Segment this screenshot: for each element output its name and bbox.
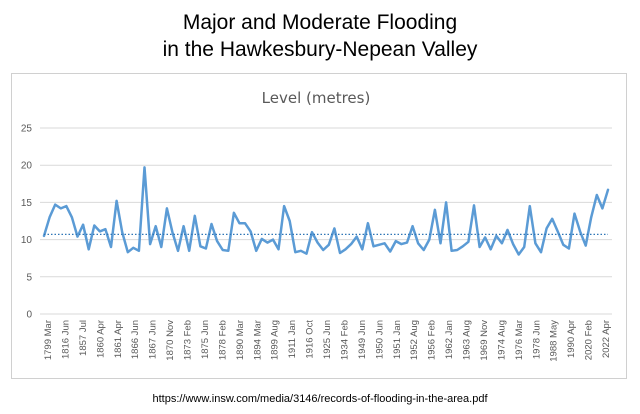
chart-title: Level (metres) xyxy=(262,89,371,107)
y-tick-label: 20 xyxy=(21,161,33,172)
chart-area: Level (metres) 0 5 10 15 20 25 1799 Mar 1816 Jun… xyxy=(11,73,627,379)
x-tick-label: 1857 Jul xyxy=(78,320,89,356)
x-tick-label: 1867 Jun xyxy=(148,320,159,359)
chart-heading-line-1: Major and Moderate Flooding xyxy=(182,11,458,34)
x-tick-label: 1950 Jun xyxy=(374,320,385,359)
y-tick-label: 0 xyxy=(26,310,32,321)
x-tick-label: 1873 Feb xyxy=(183,320,194,360)
x-tick-label: 1866 Jun xyxy=(130,320,141,359)
x-tick-label: 1974 Aug xyxy=(496,320,507,360)
x-tick-label: 1861 Apr xyxy=(113,320,124,358)
x-tick-label: 1963 Aug xyxy=(462,320,473,360)
source-url: https://www.insw.com/media/3146/records-… xyxy=(152,393,488,405)
y-tick-label: 15 xyxy=(21,198,33,209)
x-tick-label: 1949 Jun xyxy=(357,320,368,359)
x-tick-label: 1911 Jan xyxy=(287,320,298,358)
x-tick-label: 1934 Feb xyxy=(339,320,350,360)
x-tick-label: 2022 Apr xyxy=(601,320,612,358)
x-tick-label: 1952 Aug xyxy=(409,320,420,360)
line-chart: Level (metres) 0 5 10 15 20 25 1799 Mar 1816 Jun… xyxy=(21,89,612,362)
x-tick-label: 1988 May xyxy=(549,320,560,362)
x-tick-label: 1860 Apr xyxy=(95,320,106,358)
y-tick-label: 10 xyxy=(21,235,33,246)
x-tick-label: 1925 Jun xyxy=(322,320,333,359)
chart-heading-line-2: in the Hawkesbury-Nepean Valley xyxy=(162,38,478,61)
x-tick-label: 1962 Jan xyxy=(444,320,455,359)
x-tick-label: 1916 Oct xyxy=(305,320,316,359)
x-tick-label: 1816 Jun xyxy=(60,320,71,359)
x-tick-label: 1990 Apr xyxy=(566,320,577,358)
series-line-level xyxy=(42,166,610,256)
x-tick-label: 1799 Mar xyxy=(43,320,54,360)
x-tick-label: 1870 Nov xyxy=(165,320,176,361)
y-tick-label: 25 xyxy=(21,124,33,135)
x-tick-label: 1875 Jun xyxy=(200,320,211,359)
x-tick-label: 1969 Nov xyxy=(479,320,490,361)
x-tick-label: 1894 Mar xyxy=(252,320,263,360)
x-tick-label: 1899 Aug xyxy=(270,320,281,360)
x-tick-label: 1976 Mar xyxy=(514,320,525,360)
y-tick-label: 5 xyxy=(26,272,32,283)
x-tick-label: 2020 Feb xyxy=(584,320,595,360)
x-tick-label: 1951 Jan xyxy=(392,320,403,359)
x-tick-label: 1878 Feb xyxy=(217,320,228,360)
x-tick-label: 1890 Mar xyxy=(235,320,246,360)
x-tick-label: 1956 Feb xyxy=(427,320,438,360)
x-tick-label: 1978 Jun xyxy=(531,320,542,359)
